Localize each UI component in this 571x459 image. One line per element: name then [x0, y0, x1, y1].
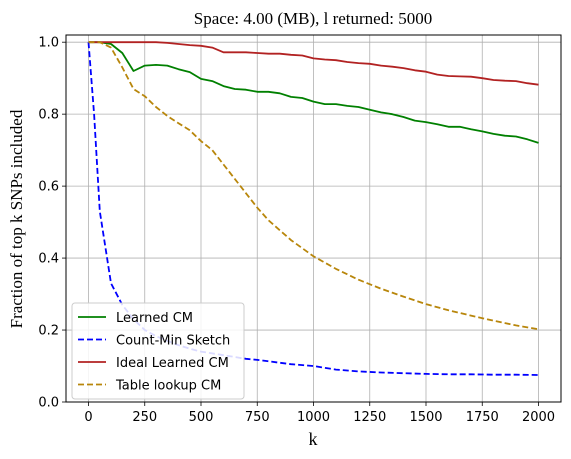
y-tick-label: 0.0 — [38, 396, 59, 411]
series-line — [88, 41, 539, 331]
series-line — [88, 41, 539, 86]
x-tick-label: 0 — [84, 410, 92, 425]
legend-label: Table lookup CM — [115, 379, 221, 394]
axis-ticks: 0 250 500 750 1000 1250 1500 1750 2000 0.0 0.2 0.4 0… — [38, 36, 555, 425]
y-tick-label: 0.4 — [38, 252, 59, 267]
x-tick-label: 750 — [245, 410, 270, 425]
x-tick-label: 250 — [132, 410, 157, 425]
x-tick-label: 1250 — [353, 410, 386, 425]
x-tick-label: 1750 — [466, 410, 499, 425]
chart-title: Space: 4.00 (MB), l returned: 5000 — [194, 9, 432, 28]
legend-label: Count-Min Sketch — [116, 334, 230, 349]
legend-label: Learned CM — [116, 311, 193, 326]
legend-box — [71, 302, 245, 400]
y-axis-label: Fraction of top k SNPs included — [7, 109, 26, 328]
y-tick-label: 1.0 — [38, 36, 59, 51]
x-tick-label: 1000 — [297, 410, 330, 425]
y-tick-label: 0.2 — [38, 324, 59, 339]
y-tick-label: 0.6 — [38, 180, 59, 195]
x-tick-label: 500 — [189, 410, 214, 425]
legend: Learned CM Count-Min Sketch Ideal Learned … — [71, 302, 245, 400]
series-line — [88, 41, 539, 144]
y-tick-label: 0.8 — [38, 108, 59, 123]
x-tick-label: 2000 — [522, 410, 555, 425]
x-tick-label: 1500 — [409, 410, 442, 425]
legend-label: Ideal Learned CM — [116, 356, 229, 371]
x-axis-label: k — [309, 429, 318, 449]
